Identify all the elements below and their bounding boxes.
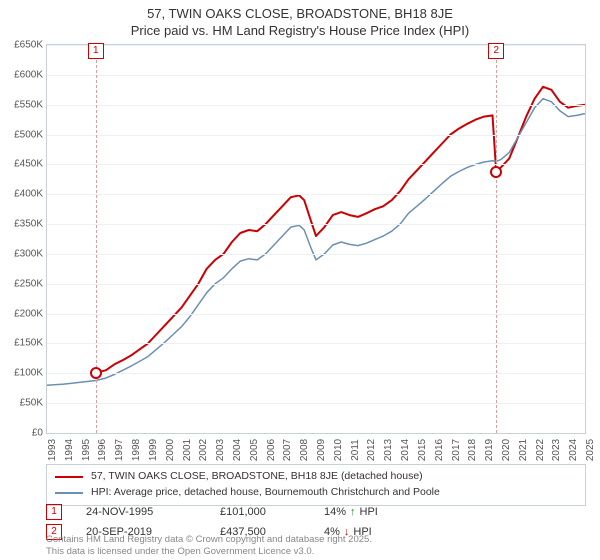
x-axis-label: 2020: [501, 439, 512, 461]
legend-item-hpi: HPI: Average price, detached house, Bour…: [55, 485, 577, 501]
legend: 57, TWIN OAKS CLOSE, BROADSTONE, BH18 8J…: [46, 464, 586, 506]
y-axis-label: £400K: [3, 189, 43, 200]
x-axis-label: 1998: [131, 439, 142, 461]
sale-delta-pct-1: 14%: [324, 506, 346, 518]
gridline-h: [47, 135, 585, 136]
marker-dot-2: [490, 166, 502, 178]
x-axis-label: 2022: [535, 439, 546, 461]
legend-label-price: 57, TWIN OAKS CLOSE, BROADSTONE, BH18 8J…: [91, 469, 423, 485]
x-axis-label: 2006: [266, 439, 277, 461]
x-axis-label: 2007: [282, 439, 293, 461]
x-axis-label: 2025: [585, 439, 596, 461]
y-axis-label: £350K: [3, 219, 43, 230]
y-axis-label: £450K: [3, 159, 43, 170]
legend-label-hpi: HPI: Average price, detached house, Bour…: [91, 485, 440, 501]
x-axis-label: 2023: [551, 439, 562, 461]
x-axis-label: 1993: [47, 439, 58, 461]
sale-index-1: 1: [46, 504, 62, 520]
y-axis-label: £300K: [3, 248, 43, 259]
x-axis-label: 1995: [81, 439, 92, 461]
x-axis-label: 2008: [299, 439, 310, 461]
gridline-h: [47, 314, 585, 315]
series-price_paid: [96, 87, 585, 373]
y-axis-label: £500K: [3, 129, 43, 140]
x-axis-label: 2000: [165, 439, 176, 461]
y-axis-label: £550K: [3, 99, 43, 110]
title-block: 57, TWIN OAKS CLOSE, BROADSTONE, BH18 8J…: [0, 0, 600, 40]
marker-box-1: 1: [88, 43, 104, 59]
y-axis-label: £100K: [3, 368, 43, 379]
x-axis-label: 2003: [215, 439, 226, 461]
x-axis-label: 2002: [198, 439, 209, 461]
chart-container: 57, TWIN OAKS CLOSE, BROADSTONE, BH18 8J…: [0, 0, 600, 560]
x-axis-label: 2009: [316, 439, 327, 461]
plot-area: £0£50K£100K£150K£200K£250K£300K£350K£400…: [46, 44, 586, 434]
sale-price-1: £101,000: [220, 506, 300, 518]
series-hpi: [47, 99, 585, 386]
x-axis-label: 1994: [64, 439, 75, 461]
sale-row-1: 1 24-NOV-1995 £101,000 14% ↑ HPI: [46, 502, 586, 522]
y-axis-label: £0: [3, 428, 43, 439]
gridline-h: [47, 373, 585, 374]
gridline-h: [47, 105, 585, 106]
gridline-h: [47, 224, 585, 225]
gridline-h: [47, 45, 585, 46]
title-line-1: 57, TWIN OAKS CLOSE, BROADSTONE, BH18 8J…: [0, 6, 600, 23]
x-axis-label: 2021: [518, 439, 529, 461]
x-axis-label: 2011: [350, 439, 361, 461]
x-axis-label: 2005: [249, 439, 260, 461]
gridline-h: [47, 254, 585, 255]
x-axis-label: 2014: [400, 439, 411, 461]
gridline-h: [47, 284, 585, 285]
gridline-h: [47, 403, 585, 404]
y-axis-label: £150K: [3, 338, 43, 349]
x-axis-label: 1996: [97, 439, 108, 461]
chart-svg: [47, 45, 585, 433]
gridline-h: [47, 194, 585, 195]
x-axis-label: 2024: [568, 439, 579, 461]
title-line-2: Price paid vs. HM Land Registry's House …: [0, 23, 600, 40]
gridline-h: [47, 343, 585, 344]
sale-delta-suffix-1: HPI: [360, 506, 378, 518]
legend-swatch-price: [55, 476, 83, 478]
footer: Contains HM Land Registry data © Crown c…: [46, 534, 372, 558]
x-axis-label: 1997: [114, 439, 125, 461]
x-axis-label: 2001: [182, 439, 193, 461]
y-axis-label: £250K: [3, 278, 43, 289]
marker-dot-1: [90, 367, 102, 379]
gridline-h: [47, 164, 585, 165]
legend-swatch-hpi: [55, 492, 83, 494]
y-axis-label: £50K: [3, 398, 43, 409]
x-axis-label: 2018: [467, 439, 478, 461]
x-axis-label: 1999: [148, 439, 159, 461]
sale-date-1: 24-NOV-1995: [86, 506, 196, 518]
y-axis-label: £600K: [3, 69, 43, 80]
sale-delta-1: 14% ↑ HPI: [324, 506, 378, 518]
x-axis-label: 2017: [451, 439, 462, 461]
arrow-up-icon: ↑: [350, 506, 356, 518]
footer-line-1: Contains HM Land Registry data © Crown c…: [46, 534, 372, 546]
x-axis-label: 2012: [366, 439, 377, 461]
y-axis-label: £650K: [3, 40, 43, 51]
marker-box-2: 2: [488, 43, 504, 59]
x-axis-label: 2019: [484, 439, 495, 461]
y-axis-label: £200K: [3, 308, 43, 319]
x-axis-label: 2015: [417, 439, 428, 461]
footer-line-2: This data is licensed under the Open Gov…: [46, 546, 372, 558]
x-axis-label: 2013: [383, 439, 394, 461]
gridline-h: [47, 75, 585, 76]
x-axis-label: 2016: [434, 439, 445, 461]
x-axis-label: 2010: [333, 439, 344, 461]
legend-item-price: 57, TWIN OAKS CLOSE, BROADSTONE, BH18 8J…: [55, 469, 577, 485]
x-axis-label: 2004: [232, 439, 243, 461]
marker-line-2: [496, 45, 497, 433]
